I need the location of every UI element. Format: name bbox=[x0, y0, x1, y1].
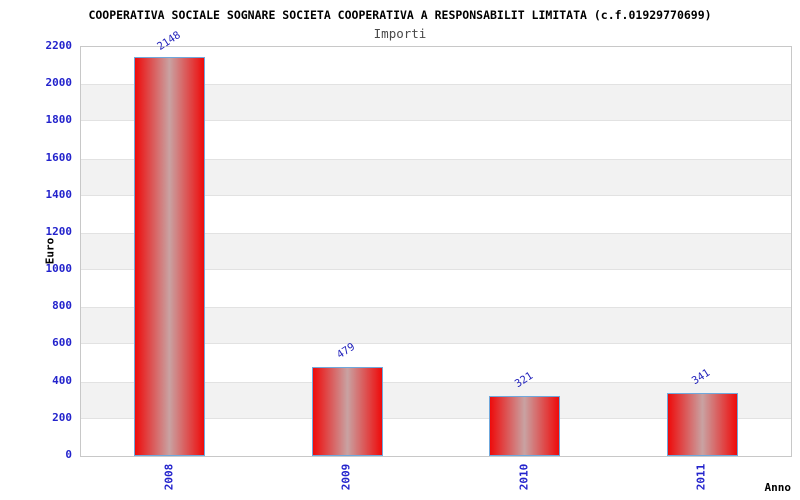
y-tick-label: 600 bbox=[52, 336, 72, 350]
y-tick-label: 1800 bbox=[45, 113, 73, 127]
y-tick-label: 200 bbox=[52, 410, 72, 424]
bar-2009 bbox=[311, 366, 383, 456]
y-tick-label: 2000 bbox=[45, 76, 73, 90]
x-tick-label: 2008 bbox=[162, 463, 176, 491]
y-tick-label: 1000 bbox=[45, 262, 73, 276]
y-tick-label: 1400 bbox=[45, 187, 73, 201]
x-axis-title: Anno bbox=[764, 481, 792, 494]
y-tick-label: 0 bbox=[65, 448, 72, 461]
chart-subtitle: Importi bbox=[373, 26, 427, 41]
x-tick-label: 2009 bbox=[339, 463, 353, 491]
y-tick-label: 800 bbox=[52, 299, 72, 313]
y-tick-label: 1600 bbox=[45, 150, 73, 164]
bar-2010 bbox=[489, 396, 561, 456]
chart-title: COOPERATIVA SOCIALE SOGNARE SOCIETA COOP… bbox=[88, 8, 712, 22]
plot-area bbox=[80, 46, 792, 457]
bar-2011 bbox=[666, 392, 738, 456]
y-axis-title: Euro bbox=[43, 237, 57, 265]
bar-2008 bbox=[134, 56, 206, 456]
y-tick-label: 400 bbox=[52, 373, 72, 387]
y-tick-label: 2200 bbox=[45, 39, 73, 52]
y-tick-label: 1200 bbox=[45, 224, 73, 238]
x-tick-label: 2010 bbox=[517, 463, 531, 491]
x-tick-label: 2011 bbox=[694, 463, 708, 491]
